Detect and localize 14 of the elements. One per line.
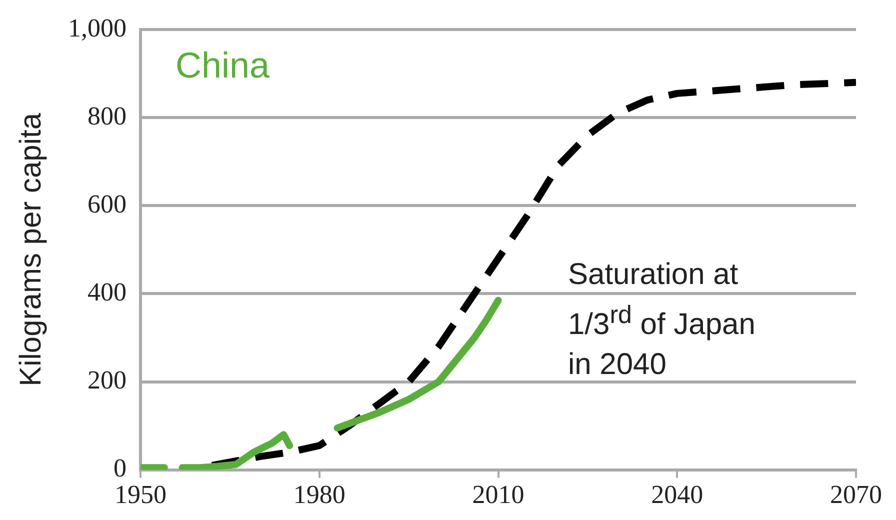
x-tick-label: 1980 [293,480,346,510]
annotation: Saturation at 1/3$^{rd}$ of Japan in 2040 [568,257,756,383]
x-tick-label: 1950 [114,480,166,510]
y-tick-label: 200 [88,366,126,395]
y-axis-title: Kilograms per capita [14,112,48,386]
y-tick-label: 400 [88,278,126,307]
y-tick-label: 0 [114,454,126,483]
x-tick-label: 2010 [472,480,524,510]
x-tick-label: 2070 [830,480,882,510]
text: China [176,44,271,86]
x-tick-label: 2040 [651,480,704,510]
y-tick-label: 1,000 [68,13,126,42]
y-tick-label: 800 [88,101,126,130]
y-tick-label: 600 [88,190,126,219]
